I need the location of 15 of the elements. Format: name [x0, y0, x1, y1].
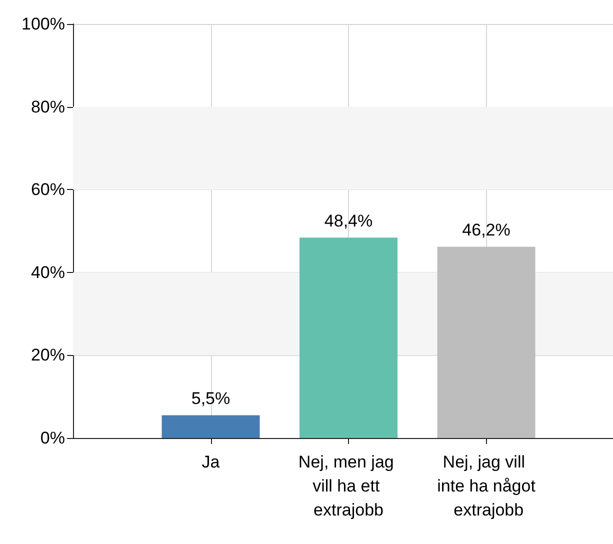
- y-tick-label: 20%: [30, 346, 65, 365]
- bar: [300, 238, 398, 438]
- y-tick-label: 40%: [30, 262, 65, 282]
- data-label: 48,4%: [324, 212, 373, 231]
- y-tick-label: 60%: [30, 180, 65, 200]
- x-tick-label: Ja: [202, 452, 220, 472]
- bar: [162, 415, 260, 438]
- x-tick-label: Nej, men jag vill ha ett extrajobb: [298, 452, 399, 520]
- y-tick-label: 0%: [40, 428, 65, 448]
- data-label: 46,2%: [462, 220, 510, 240]
- x-tick-label: Nej, jag vill inte ha något extrajobb: [437, 452, 536, 520]
- y-tick-label: 80%: [30, 97, 65, 116]
- y-tick-label: 100%: [22, 14, 65, 34]
- bar: [437, 246, 536, 438]
- data-label: 5,5%: [191, 389, 230, 408]
